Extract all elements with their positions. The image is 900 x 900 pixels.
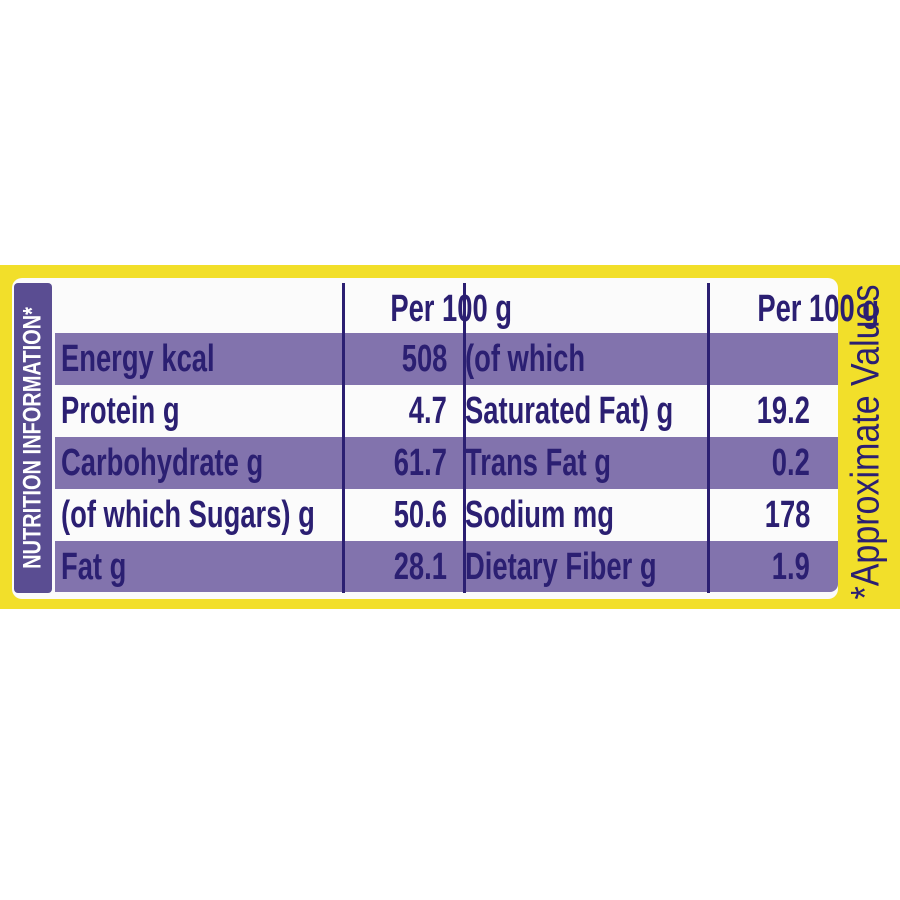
nutrient-label: Protein g <box>61 390 180 432</box>
nutrient-value <box>710 333 810 385</box>
nutrient-label: Saturated Fat) g <box>465 390 674 432</box>
column-divider <box>342 283 345 593</box>
header-per-100g-left: Per 100 g <box>390 288 512 330</box>
nutrient-label: Sodium mg <box>465 494 614 536</box>
nutrient-value: 28.1 <box>393 546 447 588</box>
table-header-row: Per 100 g Per 100 g <box>55 283 879 335</box>
nutrient-value: 61.7 <box>393 442 447 484</box>
column-divider <box>463 283 466 593</box>
nutrient-label: Energy kcal <box>61 338 215 380</box>
approximate-values-note: *Approximate Values <box>843 284 888 600</box>
nutrient-label: Dietary Fiber g <box>465 546 657 588</box>
side-label-text: NUTRITION INFORMATION* <box>18 307 47 569</box>
table-row: (of which Sugars) g 50.6 Sodium mg 178 <box>55 489 838 541</box>
nutrient-value: 178 <box>764 494 810 536</box>
nutrient-label: Fat g <box>61 546 127 588</box>
nutrient-value: 4.7 <box>408 390 447 432</box>
nutrient-value: 19.2 <box>756 390 810 432</box>
nutrient-value: 50.6 <box>393 494 447 536</box>
nutrient-value: 0.2 <box>771 442 810 484</box>
table-row: Energy kcal 508 (of which <box>55 333 838 385</box>
table-row: Protein g 4.7 Saturated Fat) g 19.2 <box>55 385 838 437</box>
nutrient-label: (of which Sugars) g <box>61 494 315 536</box>
nutrient-value: 1.9 <box>771 546 810 588</box>
table-row: Carbohydrate g 61.7 Trans Fat g 0.2 <box>55 437 838 489</box>
nutrient-label: Trans Fat g <box>465 442 611 484</box>
table-row: Fat g 28.1 Dietary Fiber g 1.9 <box>55 541 838 592</box>
nutrient-label: (of which <box>465 338 586 380</box>
nutrient-value: 508 <box>401 338 447 380</box>
column-divider <box>707 283 710 593</box>
nutrient-label: Carbohydrate g <box>61 442 264 484</box>
header-per-100g-right: Per 100 g <box>757 288 879 330</box>
nutrition-information-label: NUTRITION INFORMATION* <box>14 283 52 593</box>
